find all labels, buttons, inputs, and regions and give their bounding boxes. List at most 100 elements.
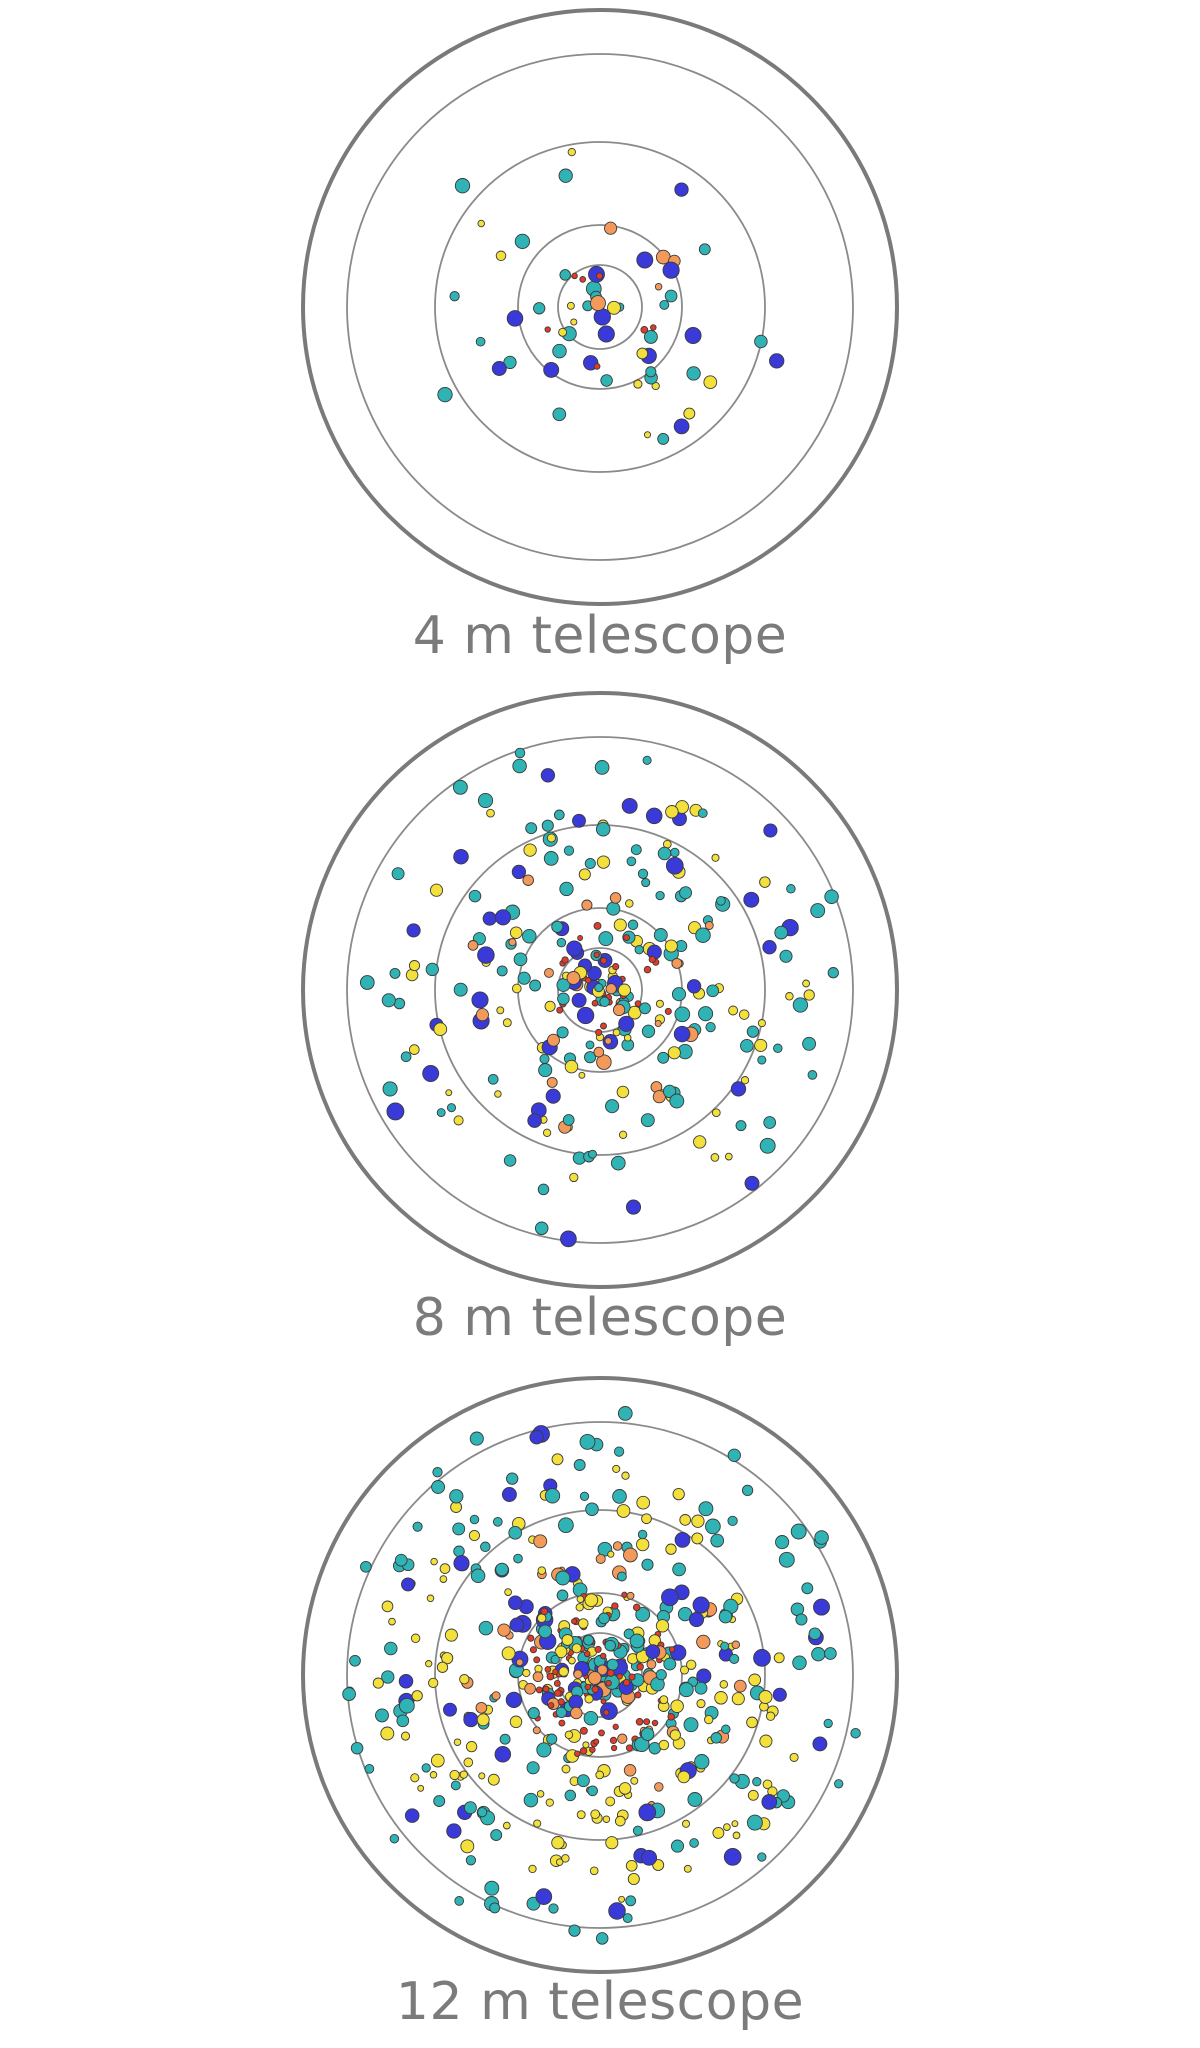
yellow-object-dot xyxy=(773,1652,785,1664)
yellow-object-dot xyxy=(758,1690,773,1704)
blue-object-dot xyxy=(386,1102,405,1121)
teal-object-dot xyxy=(468,889,482,903)
yellow-object-dot xyxy=(445,1089,453,1097)
yellow-object-dot xyxy=(683,407,696,420)
teal-object-dot xyxy=(559,269,571,281)
yellow-object-dot xyxy=(453,1738,462,1746)
teal-object-dot xyxy=(763,1116,777,1129)
teal-object-dot xyxy=(449,1489,464,1504)
teal-object-dot xyxy=(613,1446,625,1457)
teal-object-dot xyxy=(657,432,670,445)
teal-object-dot xyxy=(559,881,574,897)
yellow-object-dot xyxy=(612,1464,621,1473)
red-object-dot xyxy=(635,1717,644,1726)
teal-object-dot xyxy=(639,1002,651,1015)
red-object-dot xyxy=(625,1744,633,1752)
teal-object-dot xyxy=(391,867,405,881)
teal-object-dot xyxy=(342,1687,356,1701)
yellow-object-dot xyxy=(380,1726,395,1741)
red-object-dot xyxy=(612,1723,619,1730)
yellow-object-dot xyxy=(477,219,485,228)
teal-object-dot xyxy=(453,982,468,997)
teal-object-dot xyxy=(645,366,657,378)
yellow-object-dot xyxy=(607,1550,615,1558)
blue-object-dot xyxy=(560,1230,577,1248)
teal-object-dot xyxy=(556,1589,569,1602)
blue-object-dot xyxy=(744,1175,760,1191)
teal-object-dot xyxy=(349,1654,361,1667)
teal-object-dot xyxy=(594,760,610,775)
teal-object-dot xyxy=(583,1634,595,1646)
red-object-dot xyxy=(579,1726,588,1735)
teal-object-dot xyxy=(432,1467,443,1478)
teal-object-dot xyxy=(827,967,839,979)
distance-ring-4 xyxy=(346,1421,854,1929)
yellow-object-dot xyxy=(554,1645,568,1659)
teal-object-dot xyxy=(727,1515,738,1527)
teal-object-dot xyxy=(421,1763,431,1773)
yellow-object-dot xyxy=(679,1665,690,1675)
yellow-object-dot xyxy=(544,1000,556,1012)
yellow-object-dot xyxy=(509,1715,523,1729)
yellow-object-dot xyxy=(584,1694,594,1704)
yellow-object-dot xyxy=(561,1764,571,1774)
teal-object-dot xyxy=(536,1742,552,1758)
teal-object-dot xyxy=(558,168,573,183)
blue-object-dot xyxy=(404,1808,420,1823)
yellow-object-dot xyxy=(486,808,495,818)
yellow-object-dot xyxy=(528,1864,537,1874)
teal-object-dot xyxy=(454,1896,465,1906)
yellow-object-dot xyxy=(578,1618,589,1629)
teal-object-dot xyxy=(610,1155,626,1171)
yellow-object-dot xyxy=(410,1773,420,1783)
red-object-dot xyxy=(599,1652,607,1660)
yellow-object-dot xyxy=(623,1034,632,1042)
yellow-object-dot xyxy=(731,1692,745,1706)
red-object-dot xyxy=(557,1698,565,1706)
teal-object-dot xyxy=(495,1562,509,1577)
teal-object-dot xyxy=(834,1779,844,1789)
teal-object-dot xyxy=(431,1480,446,1494)
yellow-object-dot xyxy=(731,1820,739,1828)
red-object-dot xyxy=(664,1007,672,1015)
yellow-object-dot xyxy=(747,1789,759,1801)
teal-object-dot xyxy=(612,1489,627,1504)
red-object-dot xyxy=(634,1000,642,1007)
teal-object-dot xyxy=(478,1620,494,1636)
yellow-object-dot xyxy=(618,1782,632,1795)
yellow-object-dot xyxy=(630,1776,639,1785)
red-object-dot xyxy=(651,1719,659,1727)
teal-object-dot xyxy=(556,937,567,948)
teal-object-dot xyxy=(514,233,531,250)
red-object-dot xyxy=(598,1729,605,1737)
orange-object-dot xyxy=(475,1008,489,1022)
yellow-object-dot xyxy=(765,1711,776,1721)
blue-object-dot xyxy=(638,1803,657,1822)
distance-ring-3 xyxy=(434,141,766,473)
yellow-object-dot xyxy=(429,883,444,897)
teal-object-dot xyxy=(627,919,639,931)
teal-object-dot xyxy=(394,1553,408,1567)
yellow-object-dot xyxy=(564,1059,579,1074)
teal-object-dot xyxy=(641,878,651,888)
teal-object-dot xyxy=(655,1669,667,1681)
panel-4m-telescope xyxy=(301,8,899,606)
yellow-object-dot xyxy=(459,1770,468,1779)
teal-object-dot xyxy=(811,1647,826,1662)
yellow-object-dot xyxy=(613,918,627,932)
yellow-object-dot xyxy=(696,1699,706,1709)
teal-object-dot xyxy=(657,846,672,861)
teal-object-dot xyxy=(529,979,542,992)
teal-object-dot xyxy=(514,747,526,759)
distance-ring-2 xyxy=(517,224,683,390)
red-object-dot xyxy=(593,363,601,370)
blue-object-dot xyxy=(743,891,760,908)
teal-object-dot xyxy=(487,1073,499,1085)
yellow-object-dot xyxy=(453,1115,464,1126)
teal-object-dot xyxy=(595,821,611,837)
teal-object-dot xyxy=(375,1708,389,1723)
blue-object-dot xyxy=(636,251,654,269)
teal-object-dot xyxy=(526,1761,540,1775)
yellow-object-dot xyxy=(400,1731,411,1741)
